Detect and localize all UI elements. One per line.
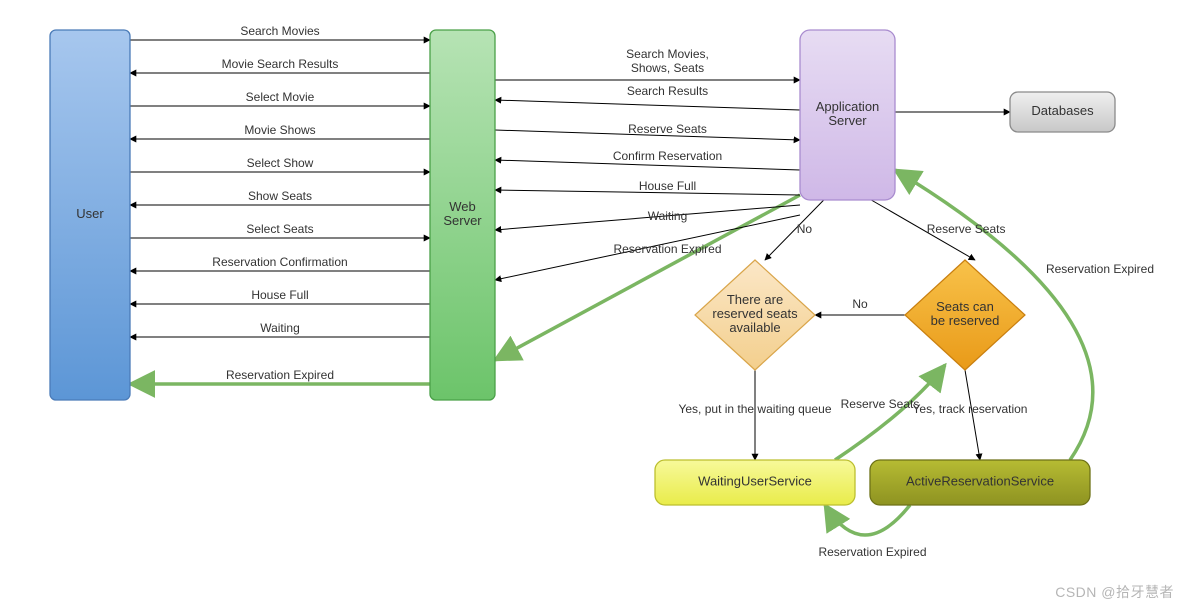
- svg-text:Reserve Seats: Reserve Seats: [841, 397, 920, 411]
- svg-text:Reservation Expired: Reservation Expired: [613, 242, 721, 256]
- svg-text:Reservation Expired: Reservation Expired: [1046, 262, 1154, 276]
- svg-text:Waiting: Waiting: [260, 321, 300, 335]
- svg-text:Reservation Expired: Reservation Expired: [818, 545, 926, 559]
- svg-text:Movie Shows: Movie Shows: [244, 123, 315, 137]
- diagram-canvas: UserWebServerApplicationServerDatabasesT…: [0, 0, 1184, 608]
- svg-text:Seats canbe reserved: Seats canbe reserved: [931, 299, 1000, 328]
- svg-text:No: No: [852, 297, 868, 311]
- svg-text:No: No: [797, 222, 813, 236]
- svg-text:Waiting: Waiting: [648, 209, 688, 223]
- svg-text:User: User: [76, 206, 104, 221]
- svg-text:Select Movie: Select Movie: [246, 90, 315, 104]
- svg-text:Search Movies,Shows, Seats: Search Movies,Shows, Seats: [626, 47, 709, 75]
- svg-text:Select Show: Select Show: [247, 156, 314, 170]
- svg-text:Show Seats: Show Seats: [248, 189, 312, 203]
- edge-wa-1: [495, 100, 800, 110]
- svg-text:Movie Search Results: Movie Search Results: [222, 57, 339, 71]
- svg-text:Search Results: Search Results: [627, 84, 708, 98]
- svg-text:Search Movies: Search Movies: [240, 24, 319, 38]
- svg-text:House Full: House Full: [251, 288, 308, 302]
- svg-text:Reserve Seats: Reserve Seats: [628, 122, 707, 136]
- watermark: CSDN @拾牙慧者: [1055, 582, 1174, 602]
- svg-text:Databases: Databases: [1031, 103, 1094, 118]
- svg-text:Reservation Expired: Reservation Expired: [226, 368, 334, 382]
- svg-text:House Full: House Full: [639, 179, 696, 193]
- svg-text:Select Seats: Select Seats: [246, 222, 313, 236]
- svg-text:ActiveReservationService: ActiveReservationService: [906, 474, 1054, 489]
- svg-text:Yes, track reservation: Yes, track reservation: [913, 402, 1028, 416]
- svg-text:Reserve Seats: Reserve Seats: [927, 222, 1006, 236]
- svg-text:Reservation Confirmation: Reservation Confirmation: [212, 255, 347, 269]
- edge-green-ars-wus: [825, 505, 910, 535]
- svg-text:Confirm Reservation: Confirm Reservation: [613, 149, 722, 163]
- svg-text:Yes, put in the waiting queue: Yes, put in the waiting queue: [678, 402, 831, 416]
- svg-text:WaitingUserService: WaitingUserService: [698, 474, 812, 489]
